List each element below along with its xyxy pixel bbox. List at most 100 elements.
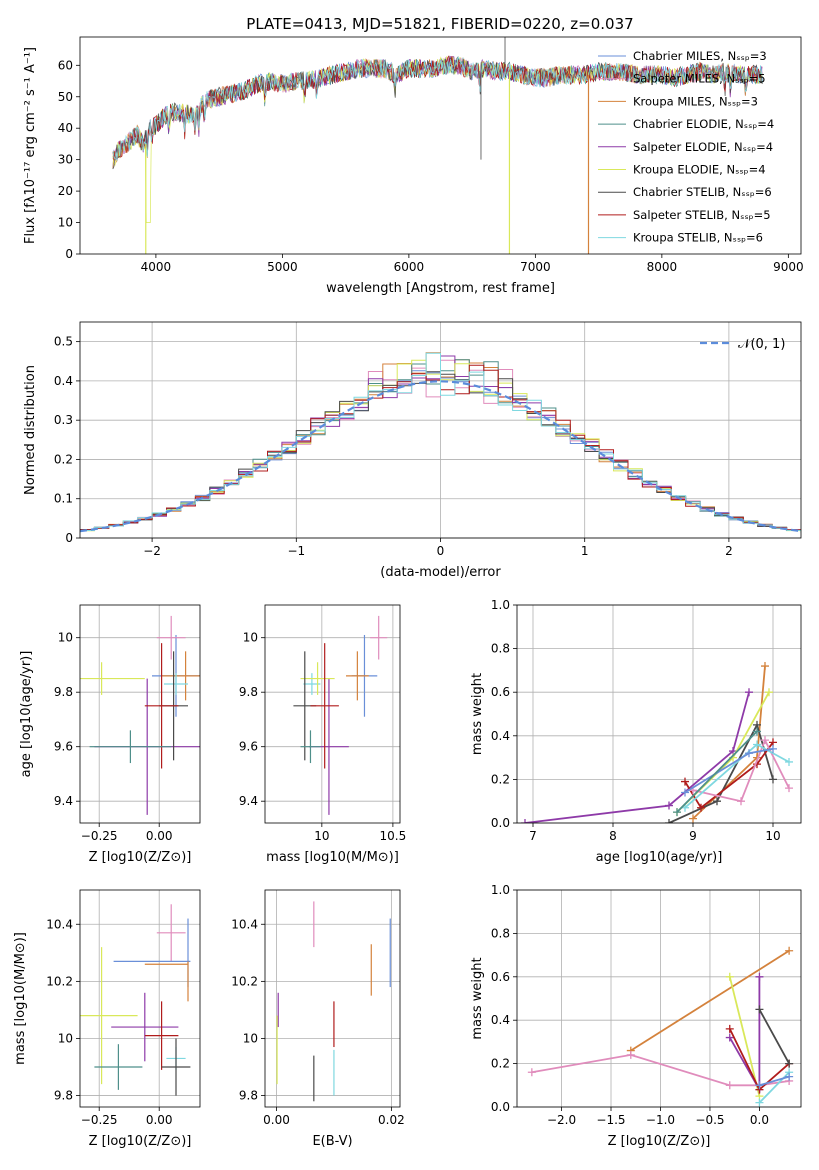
- x-tick-label: 0.00: [263, 1113, 290, 1127]
- y-tick-label: 0.4: [54, 374, 73, 388]
- y-tick-label: 0.0: [491, 816, 510, 830]
- x-tick-label: 4000: [141, 260, 172, 274]
- age-vs-mass-panel: 10 10.5 9.4 9.6 9.8 10 mass [log10(M/M⊙)]: [239, 604, 406, 865]
- plot-area: [527, 946, 794, 1107]
- x-tick-label: −2.0: [547, 1113, 576, 1127]
- weight-marker: [769, 744, 777, 753]
- legend-label: 𝒩(0, 1): [738, 337, 785, 352]
- weight-marker: [626, 1050, 635, 1059]
- x-tick-label: 10: [765, 829, 780, 843]
- x-axis-label: Z [log10(Z/Z⊙)]: [89, 1134, 192, 1149]
- weight-marker: [673, 808, 681, 817]
- y-tick-label: 0: [65, 247, 73, 261]
- weight-marker: [761, 662, 769, 671]
- x-tick-label: 0.0: [750, 1113, 769, 1127]
- legend-label: Salpeter MILES, Nₛₛₚ=5: [633, 72, 766, 86]
- weight-line: [728, 976, 761, 1097]
- weight-marker: [689, 814, 697, 823]
- x-tick-label: 2: [725, 544, 733, 558]
- x-tick-label: 0.00: [146, 829, 173, 843]
- y-tick-label: 0.4: [491, 729, 510, 743]
- weight-line: [630, 950, 790, 1052]
- y-tick-label: 50: [58, 90, 73, 104]
- axes-frame: [516, 889, 802, 1108]
- axes-frame: [79, 321, 802, 539]
- weight-marker: [765, 688, 773, 697]
- weight-marker: [713, 797, 721, 806]
- x-tick-label: 6000: [394, 260, 425, 274]
- x-axis-label: Z [log10(Z/Z⊙)]: [608, 1134, 711, 1149]
- plot-area: [80, 904, 191, 1096]
- y-tick-label: 10: [243, 631, 258, 645]
- legend-label: Salpeter STELIB, Nₛₛₚ=5: [633, 208, 771, 222]
- x-axis-label: age [log10(age/yr)]: [596, 850, 723, 865]
- legend-label: Chabrier STELIB, Nₛₛₚ=6: [633, 185, 772, 199]
- plot-area: [293, 615, 388, 815]
- weight-line: [684, 741, 774, 810]
- y-tick-label: 0.4: [491, 1013, 510, 1027]
- weight-marker: [753, 740, 761, 749]
- y-axis-label: mass weight: [470, 673, 485, 755]
- legend-label: Kroupa MILES, Nₛₛₚ=3: [633, 94, 758, 108]
- x-tick-label: −0.25: [81, 829, 118, 843]
- y-tick-label: 0.8: [491, 642, 510, 656]
- weight-marker: [785, 1072, 794, 1081]
- x-tick-label: −2: [143, 544, 161, 558]
- x-tick-label: 7000: [520, 260, 551, 274]
- x-tick-label: 0.02: [378, 1113, 405, 1127]
- y-tick-label: 10.4: [46, 917, 73, 931]
- y-tick-label: 0.2: [54, 452, 73, 466]
- legend: 𝒩(0, 1): [700, 337, 785, 352]
- grid: [80, 890, 200, 1107]
- y-tick-label: 10.2: [231, 974, 258, 988]
- y-tick-label: 10: [58, 216, 73, 230]
- legend-label: Chabrier MILES, Nₛₛₚ=3: [633, 49, 767, 63]
- y-tick-label: 0.5: [54, 335, 73, 349]
- y-tick-label: 20: [58, 184, 73, 198]
- y-tick-label: 30: [58, 153, 73, 167]
- normal-curve: [80, 380, 801, 533]
- y-axis-label: Normed distribution: [23, 365, 38, 495]
- weight-marker: [755, 1005, 764, 1014]
- y-tick-label: 1.0: [491, 598, 510, 612]
- y-axis-label: mass weight: [470, 957, 485, 1039]
- x-tick-label: 9000: [773, 260, 804, 274]
- x-axis-label: (data-model)/error: [380, 565, 501, 580]
- figure-title: PLATE=0413, MJD=51821, FIBERID=0220, z=0…: [246, 15, 633, 33]
- weight-marker: [725, 1081, 734, 1090]
- grid: [517, 889, 801, 1108]
- x-axis-label: mass [log10(M/M⊙)]: [266, 850, 399, 865]
- y-tick-label: 0.8: [491, 926, 510, 940]
- weight-line: [758, 1008, 790, 1065]
- weight-line: [676, 730, 758, 813]
- y-tick-label: 10: [243, 1031, 258, 1045]
- x-tick-label: −1.5: [596, 1113, 625, 1127]
- x-axis-label: Z [log10(Z/Z⊙)]: [89, 850, 192, 865]
- weight-marker: [725, 1024, 734, 1033]
- y-tick-label: 0: [65, 531, 73, 545]
- y-tick-label: 0.6: [491, 970, 510, 984]
- axes-frame: [79, 36, 802, 255]
- weight-line: [692, 665, 766, 820]
- weight-line: [524, 691, 750, 823]
- weight-marker: [785, 757, 793, 766]
- legend-label: Kroupa STELIB, Nₛₛₚ=6: [633, 231, 763, 245]
- weight-marker: [753, 727, 761, 736]
- y-tick-label: 10: [58, 1031, 73, 1045]
- weight-marker: [785, 946, 794, 955]
- weight-marker: [761, 736, 769, 745]
- plot-area: [276, 901, 391, 1102]
- residuals-panel: −2 −1 0 1 2 0 0.1 0.2 0.3 0.4 0.5 (data-model)/erro…: [23, 321, 802, 580]
- legend: Chabrier MILES, Nₛₛₚ=3 Salpeter MILES, Nₛ…: [598, 49, 774, 245]
- weight-marker: [737, 797, 745, 806]
- x-tick-label: 5000: [267, 260, 298, 274]
- mass-vs-extinction-panel: 0.00 0.02 9.8 10 10.2 10.4 E(B-V): [231, 889, 405, 1149]
- y-tick-label: 0.2: [491, 772, 510, 786]
- x-axis-label: wavelength [Angstrom, rest frame]: [326, 281, 555, 296]
- weight-vs-metallicity-panel: −2.0 −1.5 −1.0 −0.5 0.0 0.0 0.2 0.4 0.6 0.8 1.0 Z […: [470, 883, 802, 1149]
- y-tick-label: 0.6: [491, 685, 510, 699]
- spectrum-panel: 4000 5000 6000 7000 8000 9000 0 10 20 30 40 50 60 wav…: [23, 36, 804, 296]
- axes-frame: [516, 604, 802, 824]
- x-tick-label: 10: [314, 829, 329, 843]
- plot-area: [521, 662, 793, 823]
